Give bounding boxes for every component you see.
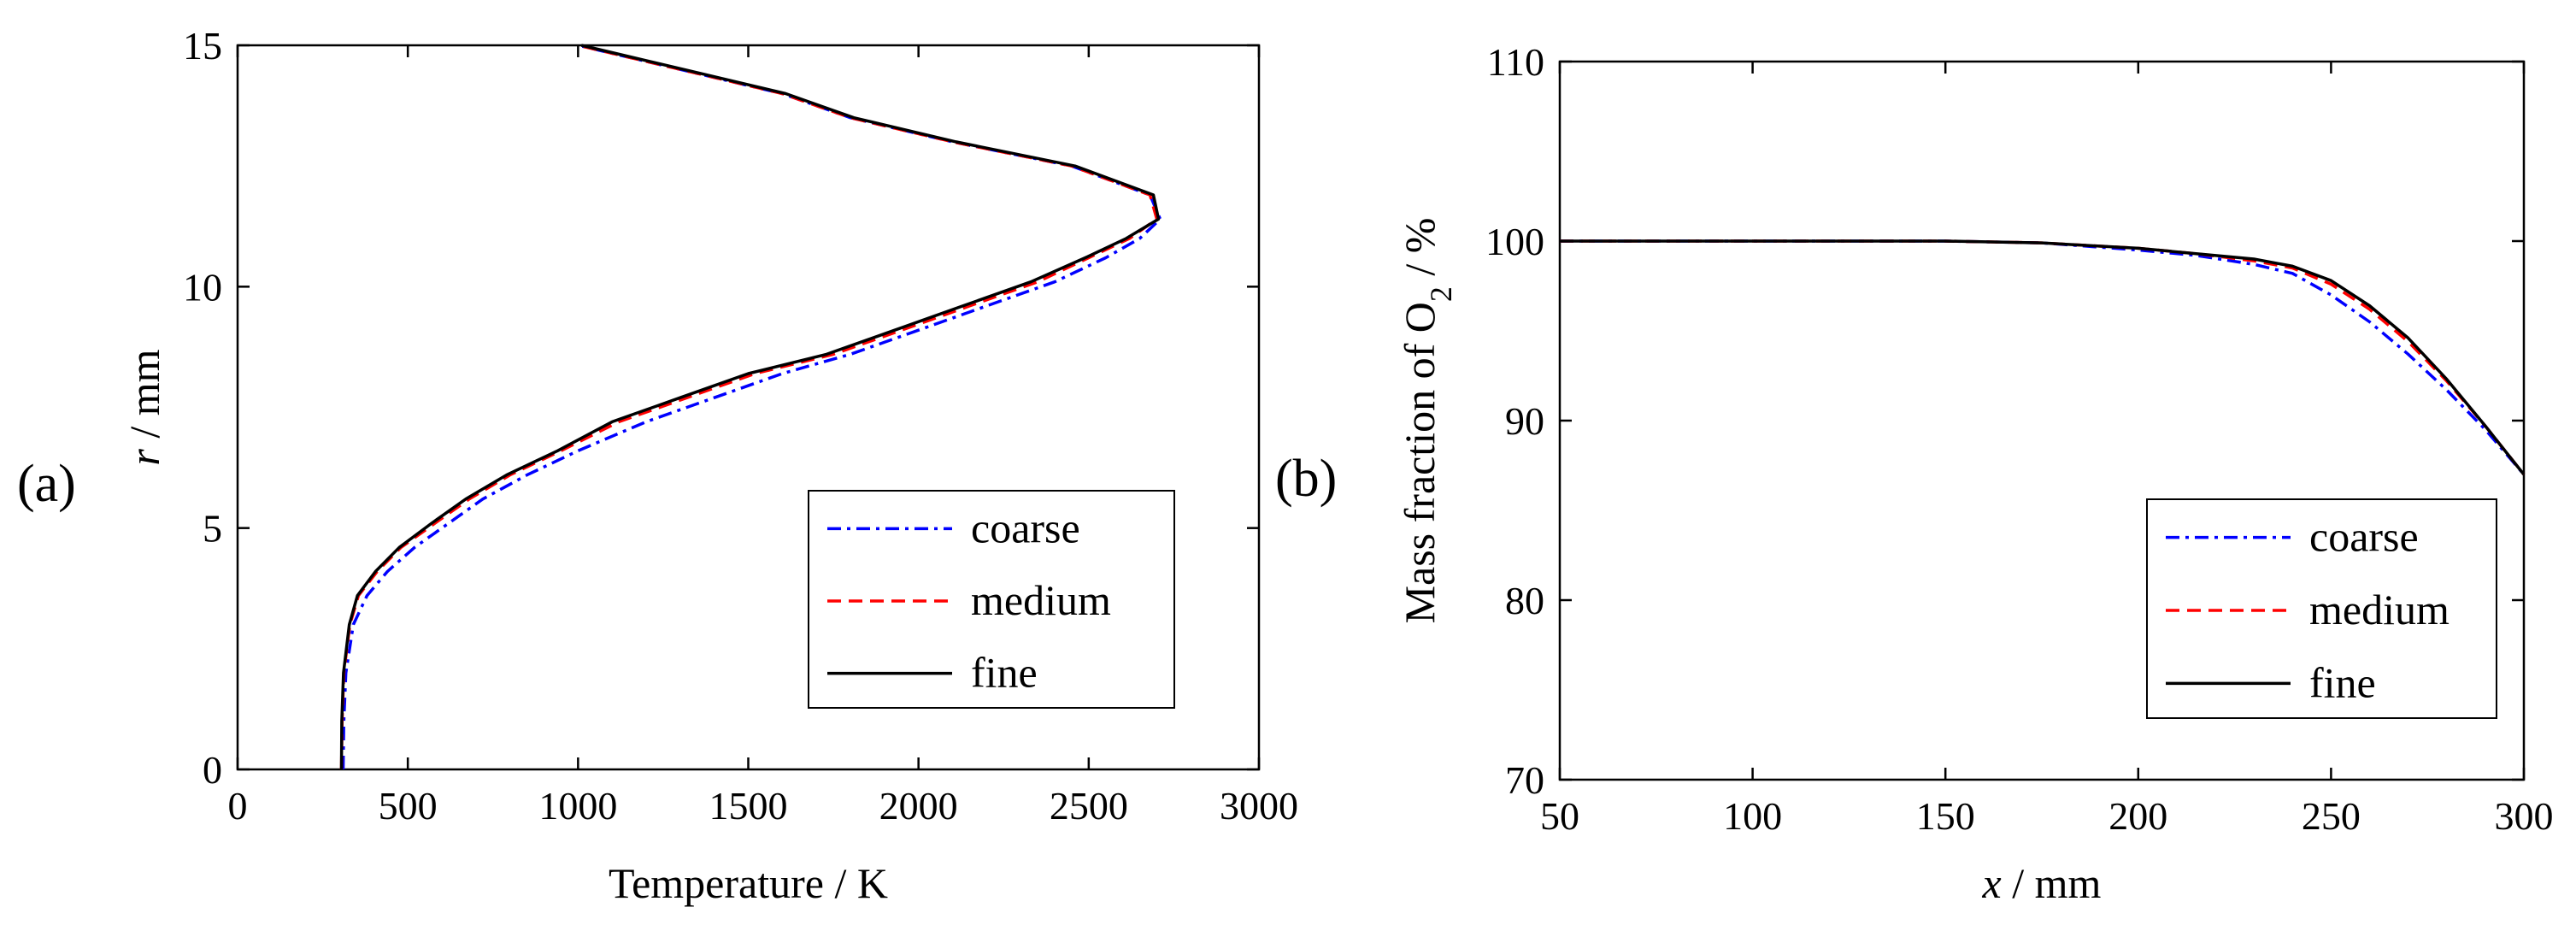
x-axis-label: x / mm (1982, 859, 2102, 907)
legend-box (808, 490, 1175, 709)
legend-box (2146, 498, 2497, 719)
panel-label: (a) (17, 455, 76, 513)
y-tick-label: 5 (203, 507, 222, 551)
y-tick-label: 90 (1505, 399, 1544, 443)
legend: coarse medium fine (2146, 498, 2497, 719)
y-tick-label: 100 (1485, 220, 1544, 263)
y-axis-label-unit: / mm (121, 349, 168, 449)
y-axis-label: Mass fraction of O2 / % (1396, 218, 1458, 624)
y-axis-label: r / mm (121, 349, 168, 465)
legend-label-medium: medium (2309, 586, 2450, 633)
x-tick-label: 300 (2495, 794, 2554, 838)
y-axis-label-unit: / % (1396, 218, 1444, 287)
y-axis-label-subscript: 2 (1424, 286, 1458, 302)
x-axis-label-unit: / mm (2002, 859, 2102, 907)
x-tick-label: 1500 (709, 784, 788, 828)
x-tick-label: 2000 (879, 784, 958, 828)
legend-label-coarse: coarse (2309, 513, 2419, 561)
y-tick-label: 70 (1505, 758, 1544, 802)
y-tick-label: 10 (183, 265, 222, 309)
x-tick-label: 1000 (538, 784, 617, 828)
x-tick-label: 2500 (1050, 784, 1128, 828)
legend-label-fine: fine (971, 649, 1038, 697)
y-tick-label: 80 (1505, 579, 1544, 622)
y-axis-label-main: Mass fraction of O (1396, 302, 1444, 623)
y-axis-label-symbol: r (121, 449, 168, 466)
series-line-fine (1560, 239, 2526, 476)
series-line-medium (1560, 239, 2526, 476)
legend-label-coarse: coarse (971, 504, 1080, 551)
y-tick-label: 15 (183, 24, 222, 68)
x-axis-label-symbol: x (1982, 859, 2002, 907)
x-tick-label: 250 (2302, 794, 2361, 838)
x-axis-label: Temperature / K (609, 859, 888, 907)
x-tick-label: 200 (2108, 794, 2167, 838)
series-line-coarse (341, 44, 1162, 770)
legend-label-fine: fine (2309, 658, 2376, 706)
series-line-fine (339, 44, 1161, 770)
panel-label: (b) (1275, 450, 1337, 508)
chart-a: 0 500 1000 1500 2000 2500 3000 0 5 10 15 coarse medi… (17, 24, 1298, 907)
x-tick-label: 0 (228, 784, 248, 828)
x-tick-label: 50 (1540, 794, 1579, 838)
x-tick-label: 500 (379, 784, 438, 828)
x-tick-label: 150 (1916, 794, 1975, 838)
series-line-coarse (1560, 239, 2526, 476)
x-tick-label: 100 (1723, 794, 1782, 838)
legend-label-medium: medium (971, 576, 1111, 624)
x-tick-label: 3000 (1220, 784, 1298, 828)
y-tick-label: 0 (203, 748, 222, 792)
legend: coarse medium fine (808, 490, 1175, 709)
chart-b: 50 100 150 200 250 300 70 80 90 100 110 coarse mediu… (1275, 40, 2554, 907)
y-tick-label: 110 (1487, 40, 1544, 84)
